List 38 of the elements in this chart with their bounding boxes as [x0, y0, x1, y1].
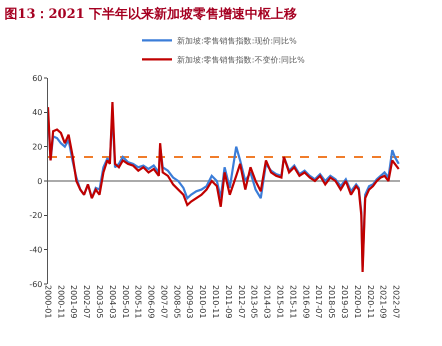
x-tick-label: 2000-01 [43, 285, 52, 318]
legend-label: 新加坡:零售销售指数:现价:同比% [177, 36, 298, 46]
x-tick-label: 2015-01 [276, 285, 285, 318]
x-tick-label: 2020-11 [366, 285, 375, 318]
x-tick-label: 2006-09 [146, 285, 156, 318]
y-tick-label: -60 [29, 280, 42, 289]
x-tick-label: 2016-09 [301, 285, 310, 318]
x-tick-label: 2003-05 [94, 285, 104, 318]
x-tick-label: 2021-09 [378, 285, 388, 318]
x-tick-label: 2002-07 [82, 285, 92, 318]
x-tick-label: 2020-01 [352, 285, 362, 318]
x-tick-label: 2008-05 [172, 285, 182, 318]
x-tick-label: 2000-11 [56, 285, 66, 318]
x-tick-label: 2013-05 [250, 285, 259, 318]
x-tick-label: 2010-11 [211, 285, 220, 318]
y-tick-label: -40 [29, 245, 42, 254]
x-tick-label: 2022-07 [392, 285, 400, 318]
legend-label: 新加坡:零售销售指数:不变价:同比% [177, 56, 306, 64]
y-tick-label: 60 [32, 74, 42, 83]
x-tick-label: 2005-01 [120, 285, 130, 318]
x-tick-label: 2019-03 [340, 285, 349, 318]
y-tick-label: -20 [29, 211, 42, 220]
chart-title: 图13：2021 下半年以来新加坡零售增速中枢上移 [4, 6, 298, 22]
x-tick-label: 2015-11 [288, 285, 298, 318]
x-tick-label: 2001-09 [69, 285, 78, 318]
x-tick-label: 2014-03 [262, 285, 272, 318]
x-tick-label: 2011-09 [224, 285, 233, 318]
y-tick-label: 0 [37, 176, 42, 186]
x-tick-label: 2018-05 [327, 285, 336, 318]
y-tick-label: 40 [32, 108, 42, 118]
x-tick-label: 2010-01 [198, 285, 208, 318]
x-tick-label: 2009-03 [185, 285, 194, 318]
y-tick-label: 20 [32, 142, 42, 152]
x-tick-label: 2017-07 [314, 285, 324, 318]
x-tick-label: 2004-03 [108, 285, 117, 318]
x-tick-label: 2005-11 [134, 285, 143, 318]
x-tick-label: 2007-07 [159, 285, 168, 318]
x-tick-label: 2012-07 [236, 285, 246, 318]
